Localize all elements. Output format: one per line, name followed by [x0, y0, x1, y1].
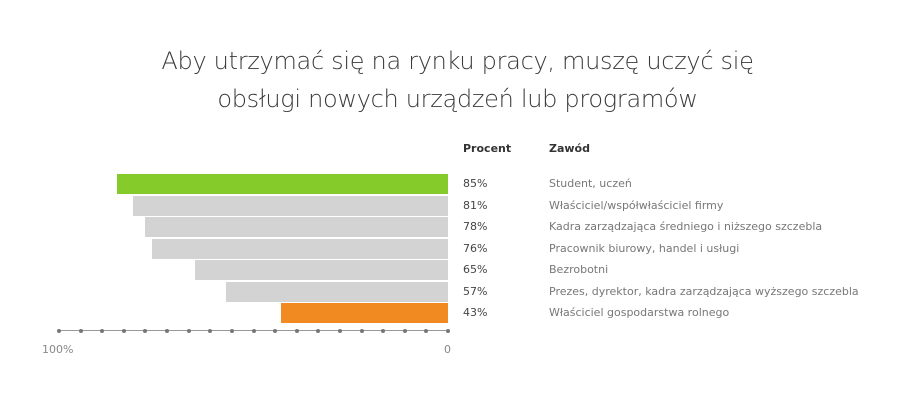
- title-line-2: obsługi nowych urządzeń lub programów: [217, 85, 698, 113]
- bar: [152, 238, 448, 259]
- bar: [144, 217, 448, 237]
- bar: [195, 260, 448, 280]
- percent-value: 78%: [463, 220, 488, 233]
- axis-dot: [424, 329, 429, 333]
- occupation-header: Zawód: [549, 142, 590, 155]
- axis-label-100: 100%: [42, 343, 74, 356]
- percent-value: 85%: [463, 177, 488, 190]
- axis-dot: [186, 329, 191, 333]
- axis-dot: [446, 329, 450, 333]
- occupation-label: Właściciel gospodarstwa rolnego: [549, 306, 730, 319]
- occupation-label: Student, uczeń: [549, 177, 632, 190]
- percent-header: Procent: [463, 142, 512, 155]
- axis-label-0: 0: [444, 343, 451, 356]
- bar: [226, 281, 448, 302]
- percent-value: 76%: [463, 241, 488, 255]
- axis-dot: [208, 329, 213, 333]
- bar: [117, 174, 448, 194]
- axis-dot: [100, 329, 105, 333]
- axis-dot: [359, 329, 364, 333]
- title-line-1: Aby utrzymać się na rynku pracy, muszę u…: [161, 47, 754, 75]
- percent-value: 57%: [463, 284, 488, 298]
- axis-dot: [294, 329, 299, 333]
- axis-dot: [229, 329, 234, 333]
- axis-dot: [402, 329, 407, 333]
- bar: [280, 303, 448, 323]
- axis-dot: [381, 329, 386, 333]
- axis-dot: [78, 329, 83, 333]
- axis-dot: [57, 329, 61, 333]
- occupation-label: Właściciel/współwłaściciel firmy: [549, 198, 724, 212]
- percent-value: 81%: [463, 198, 488, 212]
- axis-dot: [143, 329, 148, 333]
- axis-dot: [165, 329, 170, 333]
- occupation-label: Kadra zarządzająca średniego i niższego …: [549, 220, 823, 233]
- percent-value: 43%: [463, 306, 488, 319]
- bar: [132, 195, 448, 216]
- axis-dot: [337, 329, 342, 333]
- occupation-label: Bezrobotni: [549, 263, 609, 276]
- occupation-label: Prezes, dyrektor, kadra zarządzająca wyż…: [549, 284, 859, 298]
- occupation-label: Pracownik biurowy, handel i usługi: [549, 241, 740, 255]
- percent-value: 65%: [463, 263, 488, 276]
- axis-dot: [316, 329, 321, 333]
- axis-dot: [121, 329, 126, 333]
- chart-title: Aby utrzymać się na rynku pracy, muszę u…: [0, 42, 915, 118]
- axis-dot: [273, 329, 278, 333]
- axis-dot: [251, 329, 256, 333]
